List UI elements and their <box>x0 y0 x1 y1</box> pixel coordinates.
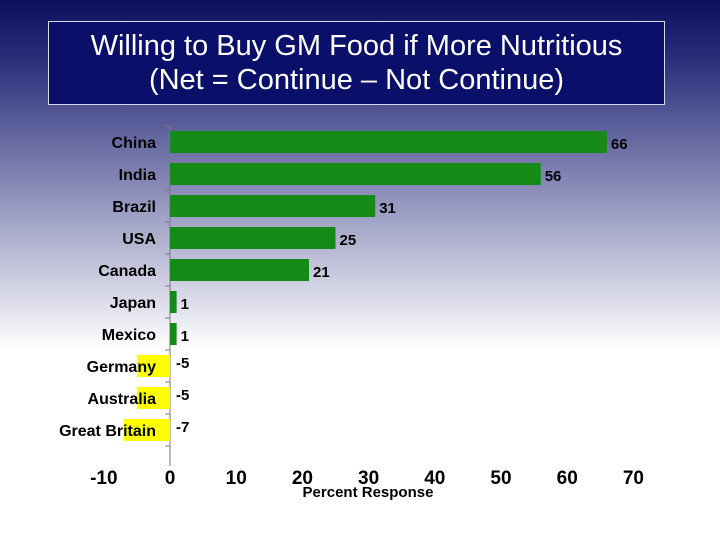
category-label-india: India <box>119 167 156 184</box>
value-label-mexico: 1 <box>181 328 189 345</box>
chart-title-box: Willing to Buy GM Food if More Nutritiou… <box>48 21 665 105</box>
category-label-brazil: Brazil <box>112 199 156 216</box>
x-axis-label: Percent Response <box>303 484 434 501</box>
category-label-australia: Australia <box>88 391 157 408</box>
category-label-usa: USA <box>122 231 156 248</box>
value-label-japan: 1 <box>181 296 189 313</box>
x-tick-label: 10 <box>226 468 247 489</box>
chart-title-line-2: (Net = Continue – Not Continue) <box>148 64 565 96</box>
value-label-canada: 21 <box>313 264 330 281</box>
bar-germany <box>136 355 170 377</box>
category-label-great-britain: Great Britain <box>59 423 156 440</box>
category-label-china: China <box>112 135 157 152</box>
chart-title-line-1: Willing to Buy GM Food if More Nutritiou… <box>90 30 623 62</box>
x-tick-label: 30 <box>358 468 379 489</box>
bar-china <box>170 131 607 153</box>
bar-mexico <box>170 323 177 345</box>
value-label-great-britain: -7 <box>176 419 189 436</box>
value-label-brazil: 31 <box>379 200 396 217</box>
value-label-australia: -5 <box>176 387 189 404</box>
x-tick-label: 50 <box>490 468 511 489</box>
value-label-usa: 25 <box>340 232 357 249</box>
bar-great-britain <box>123 419 170 441</box>
category-label-canada: Canada <box>98 263 156 280</box>
category-label-mexico: Mexico <box>102 327 156 344</box>
bar-brazil <box>170 195 376 217</box>
value-label-germany: -5 <box>176 355 189 372</box>
bar-australia <box>136 387 170 409</box>
value-label-india: 56 <box>545 168 562 185</box>
x-tick-label: 70 <box>623 468 644 489</box>
value-label-china: 66 <box>611 136 628 153</box>
x-tick-label: 20 <box>292 468 313 489</box>
x-tick-label: 40 <box>424 468 445 489</box>
x-tick-label: 60 <box>557 468 578 489</box>
bar-india <box>170 163 541 185</box>
bar-usa <box>170 227 336 249</box>
category-label-japan: Japan <box>110 295 156 312</box>
bar-japan <box>170 291 177 313</box>
category-label-germany: Germany <box>87 359 156 376</box>
x-tick-label: 0 <box>165 468 176 489</box>
bar-canada <box>170 259 310 281</box>
x-tick-label: -10 <box>90 468 117 489</box>
